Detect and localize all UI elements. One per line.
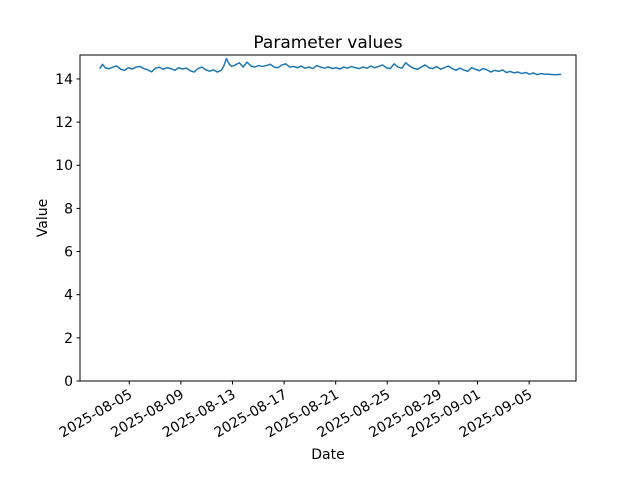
series-line-parameter-values bbox=[99, 57, 562, 76]
y-tick-label: 14 bbox=[55, 72, 73, 88]
axes-ticks: 024681012142025-08-052025-08-092025-08-1… bbox=[55, 72, 535, 441]
chart-title: Parameter values bbox=[253, 33, 402, 53]
y-tick-label: 0 bbox=[64, 374, 73, 390]
plot-area bbox=[79, 54, 577, 382]
y-tick-label: 8 bbox=[64, 201, 73, 217]
x-axis-label: Date bbox=[311, 447, 344, 463]
y-tick-label: 6 bbox=[64, 245, 73, 261]
y-axis-label: Value bbox=[35, 199, 51, 237]
y-tick-label: 12 bbox=[55, 115, 73, 131]
y-tick-label: 10 bbox=[55, 158, 73, 174]
y-tick-label: 2 bbox=[64, 331, 73, 347]
series-layer bbox=[99, 57, 562, 76]
y-tick-label: 4 bbox=[64, 288, 73, 304]
